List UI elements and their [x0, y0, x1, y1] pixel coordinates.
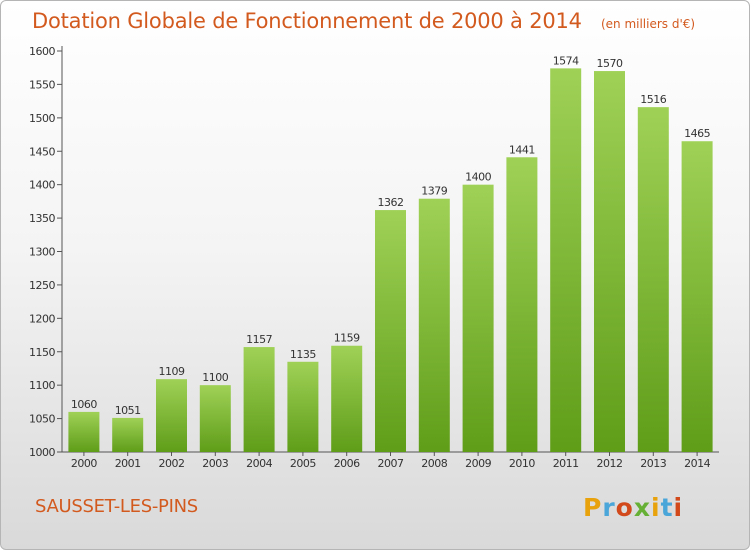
y-tick-label: 1550	[29, 78, 55, 91]
bar	[112, 417, 144, 452]
bar	[156, 379, 187, 452]
commune-name: SAUSSET-LES-PINS	[35, 496, 198, 517]
bar-value-label: 1109	[159, 365, 185, 378]
x-tick-label: 2002	[159, 457, 185, 470]
bar	[506, 157, 538, 452]
y-tick-label: 1200	[29, 312, 55, 325]
y-tick-label: 1300	[29, 246, 55, 259]
bar	[681, 141, 713, 452]
bar	[199, 385, 231, 452]
chart-title: Dotation Globale de Fonctionnement de 20…	[32, 9, 582, 33]
y-tick-label: 1600	[29, 45, 55, 58]
bar	[594, 71, 625, 453]
bar-value-label: 1060	[71, 398, 97, 411]
bar-value-label: 1051	[115, 404, 141, 417]
bar	[287, 361, 319, 452]
bar	[68, 411, 100, 452]
y-tick-label: 1100	[29, 379, 55, 392]
bar-value-label: 1135	[290, 348, 316, 361]
x-tick-label: 2006	[334, 457, 360, 470]
y-tick-label: 1000	[29, 446, 55, 459]
y-tick-label: 1450	[29, 145, 55, 158]
title-row: Dotation Globale de Fonctionnement de 20…	[32, 9, 695, 33]
x-tick-label: 2010	[509, 457, 535, 470]
y-tick-label: 1500	[29, 112, 55, 125]
bar	[331, 345, 363, 452]
x-tick-label: 2013	[640, 457, 666, 470]
bar-value-label: 1157	[246, 333, 272, 346]
x-tick-label: 2001	[115, 457, 141, 470]
y-tick-label: 1400	[29, 179, 55, 192]
bar-value-label: 1570	[597, 57, 623, 70]
bar-value-label: 1379	[421, 185, 447, 198]
x-tick-label: 2008	[421, 457, 447, 470]
bar	[462, 184, 494, 452]
bar-value-label: 1465	[684, 127, 710, 140]
bar	[637, 107, 669, 452]
y-tick-label: 1150	[29, 346, 55, 359]
x-tick-label: 2014	[684, 457, 710, 470]
bar	[243, 347, 275, 452]
x-tick-label: 2003	[202, 457, 228, 470]
x-tick-label: 2012	[597, 457, 623, 470]
bar-value-label: 1100	[202, 371, 228, 384]
bar-value-label: 1159	[334, 332, 360, 345]
bar-value-label: 1516	[640, 93, 666, 106]
x-tick-label: 2004	[246, 457, 272, 470]
bar	[550, 68, 582, 453]
x-tick-label: 2005	[290, 457, 316, 470]
x-tick-label: 2011	[553, 457, 579, 470]
bar-value-label: 1362	[378, 196, 404, 209]
y-tick-label: 1050	[29, 413, 55, 426]
bar	[375, 210, 406, 452]
x-tick-label: 2000	[71, 457, 97, 470]
y-tick-label: 1250	[29, 279, 55, 292]
x-tick-label: 2007	[378, 457, 404, 470]
bar	[418, 198, 450, 452]
y-tick-label: 1350	[29, 212, 55, 225]
bar-value-label: 1574	[553, 54, 579, 67]
bar-value-label: 1400	[465, 171, 491, 184]
chart-unit: (en milliers d'€)	[600, 17, 696, 31]
x-tick-label: 2009	[465, 457, 491, 470]
proxiti-logo[interactable]: Proxiti	[583, 493, 684, 522]
bar-value-label: 1441	[509, 143, 535, 156]
